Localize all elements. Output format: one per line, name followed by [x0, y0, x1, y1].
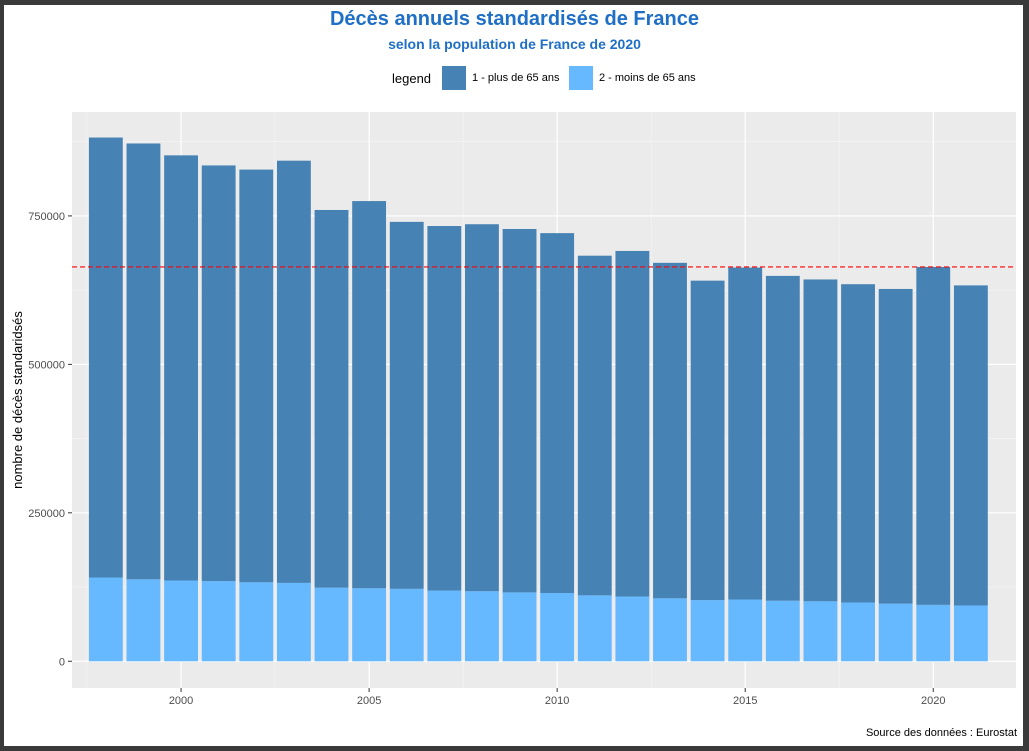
bar-moins-65: [126, 579, 161, 662]
bar-moins-65: [88, 577, 123, 662]
bar-plus-65: [916, 266, 951, 605]
bar-plus-65: [126, 143, 161, 580]
chart-subtitle: selon la population de France de 2020: [388, 36, 641, 52]
bar-plus-65: [878, 288, 913, 604]
bar-plus-65: [653, 262, 687, 599]
y-tick-label: 250000: [28, 508, 65, 520]
bar-plus-65: [276, 160, 311, 583]
legend-key-plus-65: [442, 66, 466, 90]
source-caption: Source des données : Eurostat: [865, 727, 1017, 739]
y-axis-title: nombre de décès standaridsés: [10, 311, 25, 489]
bar-moins-65: [201, 581, 236, 662]
bar-moins-65: [803, 601, 838, 662]
bar-moins-65: [465, 591, 499, 662]
x-tick-label: 2005: [357, 695, 381, 707]
bar-moins-65: [164, 580, 198, 662]
x-tick-label: 2010: [545, 695, 569, 707]
bar-moins-65: [239, 582, 274, 662]
bar-moins-65: [314, 587, 349, 662]
bar-plus-65: [465, 224, 499, 592]
bar-moins-65: [502, 592, 537, 662]
bar-moins-65: [389, 588, 424, 662]
bar-plus-65: [540, 233, 575, 593]
bar-moins-65: [653, 598, 687, 662]
bar-plus-65: [803, 279, 838, 602]
bar-plus-65: [427, 226, 462, 591]
x-tick-label: 2000: [169, 695, 193, 707]
legend: legend 1 - plus de 65 ans 2 - moins de 6…: [0, 66, 1029, 92]
legend-label-plus-65: 1 - plus de 65 ans: [472, 72, 560, 84]
bar-plus-65: [615, 250, 650, 597]
bar-moins-65: [352, 588, 387, 662]
bar-plus-65: [728, 267, 763, 600]
bar-moins-65: [690, 600, 725, 662]
bar-moins-65: [916, 604, 951, 662]
bar-plus-65: [841, 284, 875, 603]
bar-plus-65: [352, 201, 387, 589]
bar-moins-65: [276, 582, 311, 662]
y-tick-label: 0: [59, 656, 65, 668]
bar-plus-65: [389, 221, 424, 589]
bar-plus-65: [314, 209, 349, 588]
bar-moins-65: [577, 595, 612, 662]
legend-label-moins-65: 2 - moins de 65 ans: [599, 72, 696, 84]
bar-moins-65: [540, 592, 575, 662]
legend-key-moins-65: [569, 66, 593, 90]
bar-plus-65: [239, 169, 274, 583]
y-tick-label: 750000: [28, 211, 65, 223]
bar-moins-65: [427, 590, 462, 662]
bar-plus-65: [577, 255, 612, 596]
bar-plus-65: [201, 165, 236, 582]
bar-plus-65: [690, 280, 725, 601]
bar-moins-65: [878, 603, 913, 662]
x-tick-label: 2020: [921, 695, 945, 707]
bar-moins-65: [841, 602, 875, 662]
legend-title: legend: [392, 71, 432, 86]
bar-plus-65: [502, 228, 537, 593]
y-tick-label: 500000: [28, 359, 65, 371]
bar-moins-65: [953, 605, 988, 662]
chart-title: Décès annuels standardisés de France: [329, 8, 700, 30]
bar-plus-65: [765, 275, 800, 601]
bar-plus-65: [88, 137, 123, 578]
bar-moins-65: [765, 600, 800, 662]
bar-plus-65: [164, 155, 198, 581]
bar-plus-65: [953, 285, 988, 606]
bar-moins-65: [728, 599, 763, 662]
bar-moins-65: [615, 596, 650, 662]
x-tick-label: 2015: [733, 695, 757, 707]
